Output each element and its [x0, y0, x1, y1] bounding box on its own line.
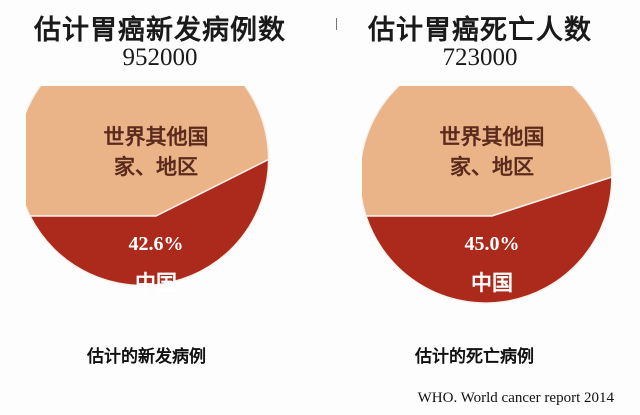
china-label: 中国 — [471, 271, 513, 295]
rest-label-line-1: 世界其他国 — [440, 125, 545, 149]
mouse-cursor-icon — [336, 18, 345, 30]
china-percent-label: 42.6% — [129, 233, 184, 255]
incidence-panel: 估计胃癌新发病例数 952000 世界其他国 家、地区 42.6% 中国 估计的… — [26, 15, 286, 367]
pie-slice-china — [28, 158, 270, 287]
china-percent-label: 45.0% — [465, 233, 520, 255]
incidence-title: 估计胃癌新发病例数 — [34, 15, 286, 46]
china-label: 中国 — [135, 271, 177, 295]
mortality-pie: 世界其他国 家、地区 45.0% 中国 — [362, 86, 613, 304]
source-citation: WHO. World cancer report 2014 — [417, 390, 614, 406]
pie-slice-china — [364, 176, 613, 304]
rest-label-line-1: 世界其他国 — [104, 125, 209, 149]
incidence-total: 952000 — [122, 44, 198, 71]
mortality-title: 估计胃癌死亡人数 — [368, 15, 592, 46]
mortality-total: 723000 — [442, 44, 518, 71]
incidence-caption: 估计的新发病例 — [87, 347, 206, 367]
incidence-pie: 世界其他国 家、地区 42.6% 中国 — [26, 86, 270, 295]
rest-label-line-2: 家、地区 — [114, 155, 198, 179]
pie-slice-rest — [362, 86, 613, 217]
mortality-panel: 估计胃癌死亡人数 723000 世界其他国 家、地区 45.0% 中国 估计的死… — [320, 0, 640, 415]
pie-slice-rest — [26, 86, 270, 217]
rest-label-line-2: 家、地区 — [450, 155, 534, 179]
mortality-caption: 估计的死亡病例 — [415, 347, 534, 367]
